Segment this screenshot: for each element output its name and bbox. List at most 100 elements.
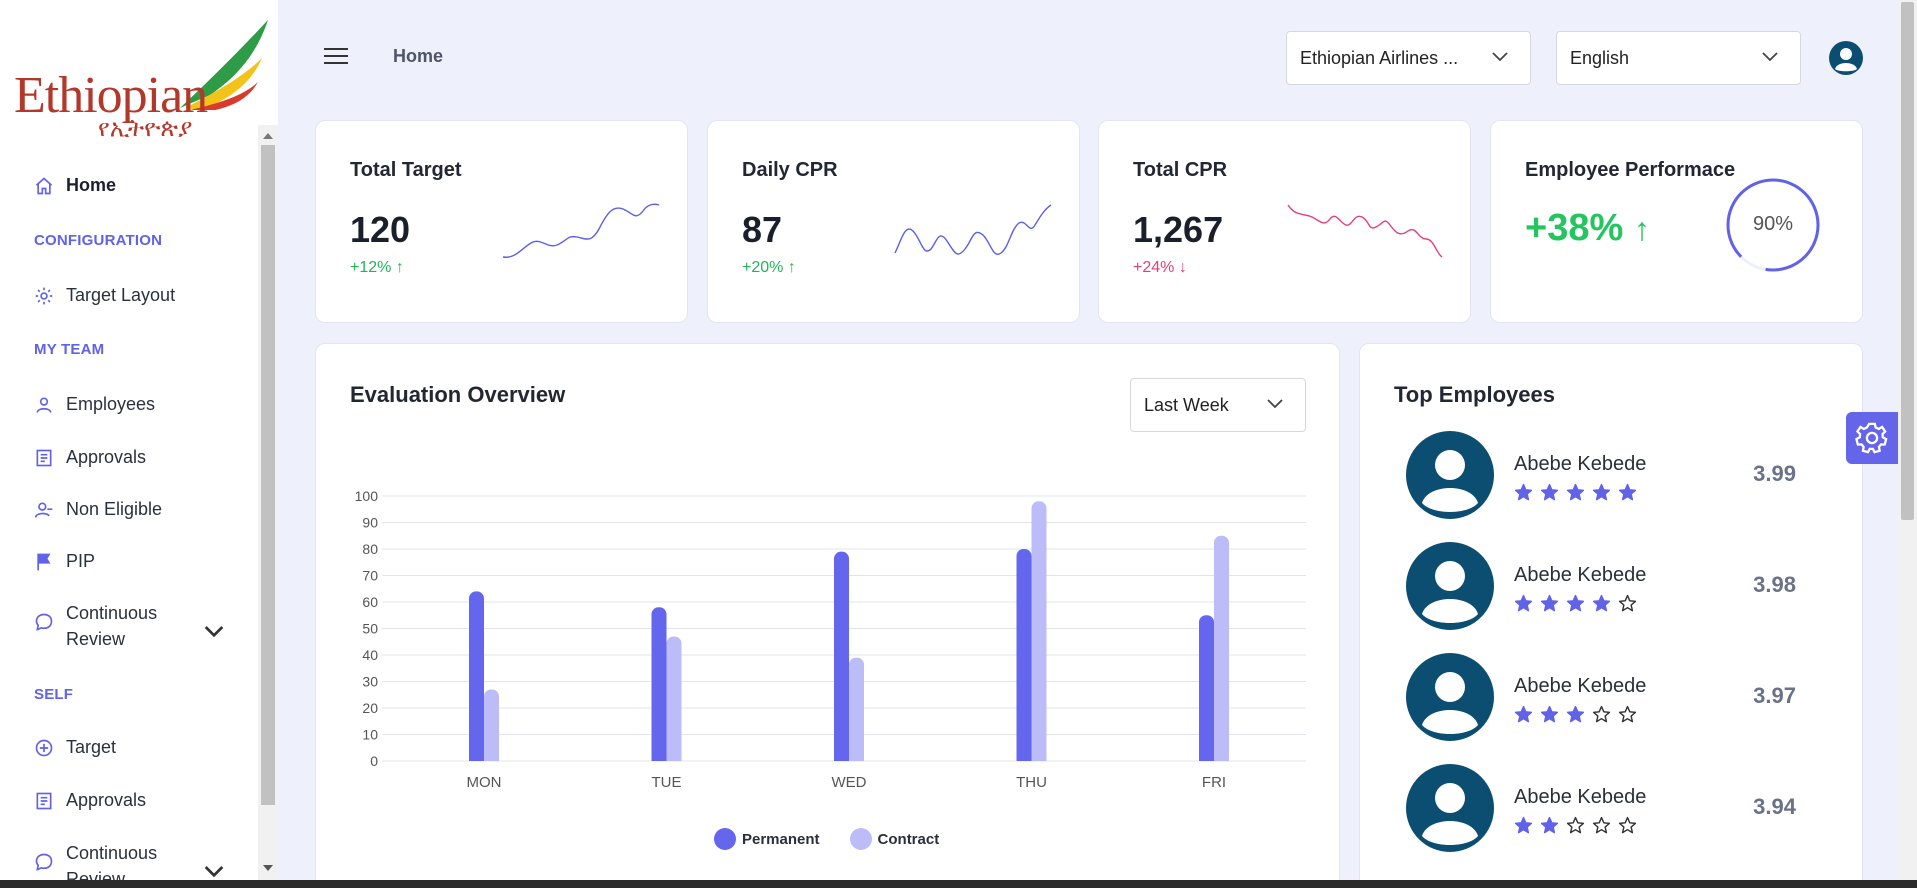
sidebar-item-target-layout[interactable]: Target Layout bbox=[34, 285, 175, 306]
sidebar-item-label: Continuous Review bbox=[66, 603, 158, 649]
user-avatar-icon[interactable] bbox=[1828, 40, 1864, 76]
star-empty-icon bbox=[1618, 816, 1637, 834]
period-select[interactable]: Last Week bbox=[1130, 378, 1306, 432]
y-tick-label: 20 bbox=[362, 700, 378, 716]
bar-fill-permanent-thu bbox=[1016, 556, 1032, 761]
sidebar-item-label: Target bbox=[66, 737, 117, 757]
organization-select[interactable]: Ethiopian Airlines ... bbox=[1286, 31, 1531, 85]
stat-delta: +12% ↑ bbox=[350, 259, 404, 277]
employee-row[interactable]: Abebe Kebede 3.99 bbox=[1406, 431, 1826, 521]
legend-label: Permanent bbox=[742, 830, 820, 848]
scroll-down-arrow[interactable] bbox=[263, 865, 273, 871]
chart-legend: Permanent Contract bbox=[714, 828, 939, 850]
taskbar-strip bbox=[0, 880, 1917, 888]
daily-cpr-sparkline bbox=[894, 204, 1052, 255]
star-filled-icon bbox=[1514, 816, 1533, 834]
chevron-down-icon bbox=[1492, 52, 1508, 62]
sidebar-item-employees[interactable]: Employees bbox=[34, 394, 155, 415]
employee-performance-card: Employee Performace +38% ↑ 90% bbox=[1490, 120, 1863, 323]
y-tick-label: 90 bbox=[362, 515, 378, 531]
user-minus-icon bbox=[34, 502, 53, 518]
star-filled-icon bbox=[1514, 705, 1533, 723]
sidebar-scroll-thumb[interactable] bbox=[261, 145, 275, 805]
star-empty-icon bbox=[1566, 816, 1585, 834]
employee-score: 3.99 bbox=[1753, 461, 1796, 486]
legend-item-contract[interactable]: Contract bbox=[849, 828, 939, 850]
menu-toggle-button[interactable] bbox=[324, 48, 348, 66]
total-cpr-sparkline bbox=[1287, 204, 1443, 258]
sidebar-section-configuration: CONFIGURATION bbox=[34, 232, 163, 249]
legend-item-permanent[interactable]: Permanent bbox=[714, 828, 820, 850]
settings-fab-button[interactable] bbox=[1846, 412, 1898, 464]
ethiopian-logo[interactable]: Ethiopian የኢትዮጵያ bbox=[12, 20, 268, 142]
employee-score: 3.97 bbox=[1753, 683, 1796, 708]
star-empty-icon bbox=[1618, 594, 1637, 612]
star-empty-icon bbox=[1618, 705, 1637, 723]
employee-row[interactable]: Abebe Kebede 3.98 bbox=[1406, 542, 1826, 632]
y-tick-label: 100 bbox=[355, 488, 379, 504]
x-tick-label: WED bbox=[832, 774, 867, 791]
y-tick-label: 0 bbox=[370, 753, 378, 769]
sidebar-section-self: SELF bbox=[34, 686, 74, 703]
employee-avatar-icon bbox=[1406, 764, 1494, 852]
scroll-up-arrow[interactable] bbox=[263, 133, 273, 139]
sidebar-item-continuous-review[interactable]: Continuous Review bbox=[34, 600, 224, 652]
arrow-up-icon: ↑ bbox=[395, 259, 404, 276]
x-tick-label: THU bbox=[1016, 774, 1047, 791]
legend-dot bbox=[714, 828, 736, 850]
chevron-down-icon bbox=[204, 866, 224, 878]
page-scroll-thumb[interactable] bbox=[1901, 2, 1914, 520]
stat-title: Total Target bbox=[350, 159, 462, 181]
star-filled-icon bbox=[1540, 483, 1559, 501]
employee-row[interactable]: Abebe Kebede 3.94 bbox=[1406, 764, 1826, 854]
bar-fill-contract-tue bbox=[666, 643, 682, 761]
employee-row[interactable]: Abebe Kebede 3.97 bbox=[1406, 653, 1826, 743]
sidebar-nav: Home CONFIGURATION Target Layout MY TEAM… bbox=[0, 125, 258, 888]
bar-fill-permanent-fri bbox=[1199, 622, 1214, 761]
sidebar-item-home[interactable]: Home bbox=[34, 175, 116, 196]
bar-fill-permanent-wed bbox=[834, 558, 849, 761]
sidebar-item-label: Approvals bbox=[66, 790, 147, 810]
sidebar-item-pip[interactable]: PIP bbox=[34, 551, 95, 572]
bar-fill-contract-fri bbox=[1214, 542, 1229, 761]
stat-value: 1,267 bbox=[1133, 209, 1224, 250]
employee-name: Abebe Kebede bbox=[1514, 453, 1647, 475]
document-icon bbox=[36, 792, 52, 809]
gauge-label: 90% bbox=[1752, 213, 1794, 235]
logo-text: Ethiopian bbox=[14, 67, 208, 124]
stat-delta-text: +24% bbox=[1133, 259, 1175, 276]
employee-rating bbox=[1514, 483, 1637, 502]
y-tick-label: 60 bbox=[362, 594, 378, 610]
star-filled-icon bbox=[1592, 483, 1611, 501]
star-filled-icon bbox=[1566, 594, 1585, 612]
stat-delta-text: +12% bbox=[350, 259, 392, 276]
bar-fill-contract-thu bbox=[1031, 508, 1047, 761]
sidebar-item-non-eligible[interactable]: Non Eligible bbox=[34, 499, 162, 520]
organization-select-value: Ethiopian Airlines ... bbox=[1300, 47, 1459, 68]
language-select[interactable]: English bbox=[1556, 31, 1801, 85]
sidebar-item-approvals[interactable]: Approvals bbox=[34, 447, 146, 468]
gear-icon bbox=[1855, 422, 1888, 454]
evaluation-overview-card: Evaluation Overview Last Week bbox=[315, 343, 1340, 888]
sidebar-scrollbar[interactable] bbox=[258, 125, 278, 888]
star-filled-icon bbox=[1514, 594, 1533, 612]
evaluation-bar-chart: 0 10 20 30 40 50 60 70 80 90 100 MON TUE WED THU FRI bbox=[355, 488, 1306, 791]
x-tick-label: FRI bbox=[1202, 774, 1226, 791]
employee-avatar-icon bbox=[1406, 653, 1494, 741]
page-scrollbar[interactable] bbox=[1898, 0, 1917, 888]
stat-title: Daily CPR bbox=[742, 159, 838, 181]
y-tick-label: 50 bbox=[362, 621, 378, 637]
star-empty-icon bbox=[1592, 705, 1611, 723]
employee-name: Abebe Kebede bbox=[1514, 675, 1647, 697]
plus-circle-icon bbox=[35, 739, 53, 756]
star-filled-icon bbox=[1540, 816, 1559, 834]
stat-delta: +24% ↓ bbox=[1133, 259, 1187, 277]
performance-gauge-arc bbox=[1726, 178, 1820, 272]
sidebar-item-self-approvals[interactable]: Approvals bbox=[34, 790, 146, 811]
star-empty-icon bbox=[1592, 816, 1611, 834]
stat-delta-text: +20% bbox=[742, 259, 784, 276]
sidebar-item-target[interactable]: Target bbox=[34, 737, 116, 758]
star-filled-icon bbox=[1514, 483, 1533, 501]
chevron-down-icon bbox=[1762, 52, 1778, 62]
stat-value: 87 bbox=[742, 209, 783, 250]
